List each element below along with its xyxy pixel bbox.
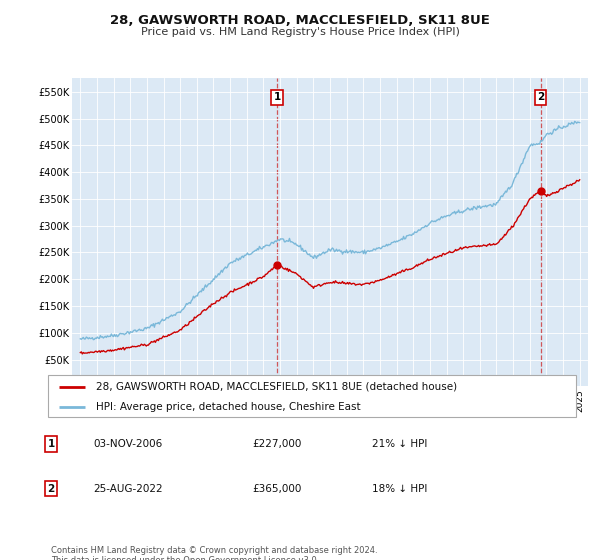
Text: Price paid vs. HM Land Registry's House Price Index (HPI): Price paid vs. HM Land Registry's House …	[140, 27, 460, 37]
Text: £227,000: £227,000	[252, 439, 301, 449]
Text: 25-AUG-2022: 25-AUG-2022	[93, 484, 163, 494]
Text: 2: 2	[537, 92, 544, 102]
Text: HPI: Average price, detached house, Cheshire East: HPI: Average price, detached house, Ches…	[95, 402, 360, 412]
Text: £365,000: £365,000	[252, 484, 301, 494]
Text: 28, GAWSWORTH ROAD, MACCLESFIELD, SK11 8UE (detached house): 28, GAWSWORTH ROAD, MACCLESFIELD, SK11 8…	[95, 382, 457, 392]
Text: 1: 1	[274, 92, 281, 102]
Text: 28, GAWSWORTH ROAD, MACCLESFIELD, SK11 8UE: 28, GAWSWORTH ROAD, MACCLESFIELD, SK11 8…	[110, 14, 490, 27]
Text: 21% ↓ HPI: 21% ↓ HPI	[372, 439, 427, 449]
Text: 18% ↓ HPI: 18% ↓ HPI	[372, 484, 427, 494]
Text: 03-NOV-2006: 03-NOV-2006	[93, 439, 162, 449]
Text: Contains HM Land Registry data © Crown copyright and database right 2024.
This d: Contains HM Land Registry data © Crown c…	[51, 546, 377, 560]
Text: 1: 1	[47, 439, 55, 449]
Text: 2: 2	[47, 484, 55, 494]
FancyBboxPatch shape	[48, 375, 576, 417]
